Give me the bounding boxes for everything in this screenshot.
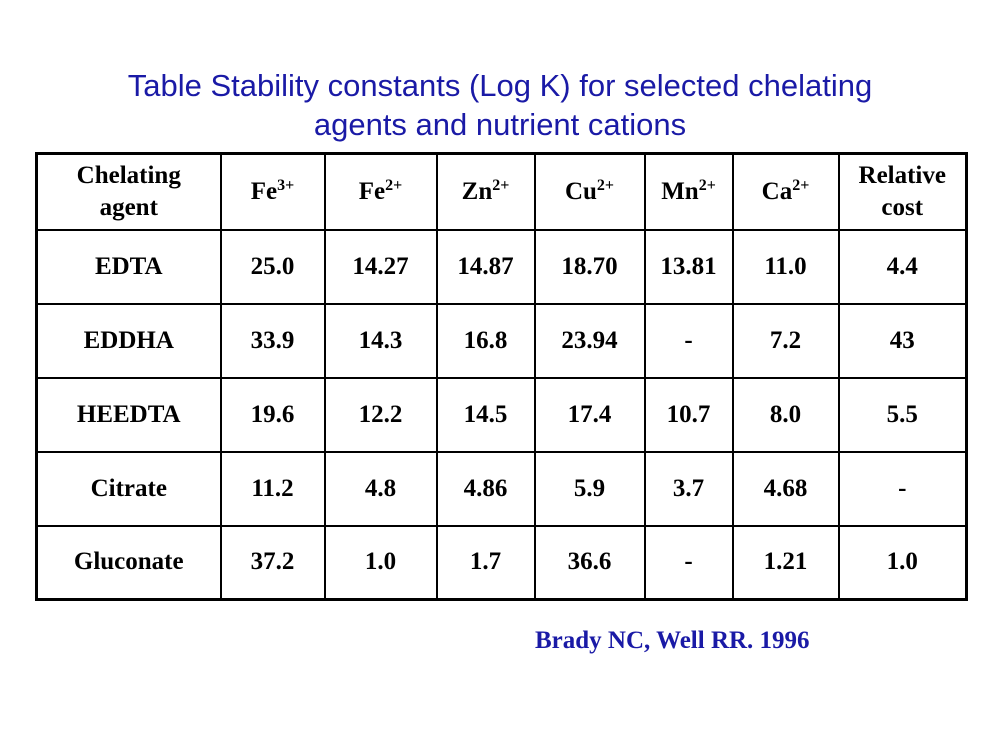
cell-value: 33.9 bbox=[219, 302, 326, 379]
cell-value: 23.94 bbox=[533, 302, 646, 379]
cell-value: 14.87 bbox=[435, 228, 536, 305]
agent-name: HEEDTA bbox=[35, 376, 222, 453]
cell-value: 14.27 bbox=[323, 228, 438, 305]
cell-value: 36.6 bbox=[533, 524, 646, 601]
cation-symbol: Zn bbox=[461, 177, 493, 205]
header-agent-line-2: agent bbox=[99, 193, 158, 221]
header-relative-cost: Relative cost bbox=[837, 152, 968, 231]
cation-symbol: Ca bbox=[761, 177, 793, 205]
cell-value: 18.70 bbox=[533, 228, 646, 305]
table-row: Citrate 11.2 4.8 4.86 5.9 3.7 4.68 - bbox=[35, 450, 968, 527]
title-line-1: Table Stability constants (Log K) for se… bbox=[127, 68, 873, 103]
header-cost-line-2: cost bbox=[881, 193, 924, 221]
cell-value: 4.86 bbox=[435, 450, 536, 527]
cation-charge: 2+ bbox=[792, 176, 810, 194]
cell-value: - bbox=[643, 302, 734, 379]
cell-value: 4.8 bbox=[323, 450, 438, 527]
cell-value: 16.8 bbox=[435, 302, 536, 379]
cell-value: 14.3 bbox=[323, 302, 438, 379]
cell-value: 1.7 bbox=[435, 524, 536, 601]
cell-value: - bbox=[837, 450, 968, 527]
cell-value: 7.2 bbox=[731, 302, 840, 379]
cell-value: 4.4 bbox=[837, 228, 968, 305]
cell-value: 10.7 bbox=[643, 376, 734, 453]
cation-symbol: Mn bbox=[661, 177, 699, 205]
header-chelating-agent: Chelating agent bbox=[35, 152, 222, 231]
cation-charge: 2+ bbox=[385, 176, 403, 194]
cation-charge: 2+ bbox=[596, 176, 615, 194]
header-mn2: Mn2+ bbox=[643, 152, 734, 231]
cell-value: 13.81 bbox=[643, 228, 734, 305]
cell-value: 11.0 bbox=[731, 228, 840, 305]
cell-value: 1.0 bbox=[837, 524, 968, 601]
cell-value: 1.21 bbox=[731, 524, 840, 601]
cation-charge: 2+ bbox=[698, 176, 716, 194]
cell-value: 1.0 bbox=[323, 524, 438, 601]
header-fe2: Fe2+ bbox=[323, 152, 438, 231]
header-ca2: Ca2+ bbox=[731, 152, 840, 231]
slide-title: Table Stability constants (Log K) for se… bbox=[0, 66, 1000, 144]
table-row: EDDHA 33.9 14.3 16.8 23.94 - 7.2 43 bbox=[35, 302, 968, 379]
cell-value: 14.5 bbox=[435, 376, 536, 453]
cell-value: 8.0 bbox=[731, 376, 840, 453]
table-row: EDTA 25.0 14.27 14.87 18.70 13.81 11.0 4… bbox=[35, 228, 968, 305]
cell-value: 43 bbox=[837, 302, 968, 379]
cell-value: 37.2 bbox=[219, 524, 326, 601]
agent-name: Citrate bbox=[35, 450, 222, 527]
cation-charge: 2+ bbox=[492, 176, 510, 194]
cation-symbol: Fe bbox=[358, 177, 386, 205]
header-fe3: Fe3+ bbox=[219, 152, 326, 231]
cation-charge: 3+ bbox=[277, 176, 295, 194]
table-row: Gluconate 37.2 1.0 1.7 36.6 - 1.21 1.0 bbox=[35, 524, 968, 601]
header-agent-line-1: Chelating bbox=[76, 161, 181, 189]
source-citation: Brady NC, Well RR. 1996 bbox=[535, 627, 810, 654]
cell-value: 19.6 bbox=[219, 376, 326, 453]
cell-value: 4.68 bbox=[731, 450, 840, 527]
cell-value: 5.5 bbox=[837, 376, 968, 453]
cell-value: 11.2 bbox=[219, 450, 326, 527]
cell-value: 17.4 bbox=[533, 376, 646, 453]
agent-name: EDTA bbox=[35, 228, 222, 305]
title-line-2: agents and nutrient cations bbox=[313, 107, 687, 142]
cell-value: 3.7 bbox=[643, 450, 734, 527]
header-cu2: Cu2+ bbox=[533, 152, 646, 231]
stability-constants-table: Chelating agent Fe3+ Fe2+ Zn2+ Cu2+ Mn2+… bbox=[35, 152, 968, 601]
header-zn2: Zn2+ bbox=[435, 152, 536, 231]
table-header-row: Chelating agent Fe3+ Fe2+ Zn2+ Cu2+ Mn2+… bbox=[35, 152, 968, 231]
cell-value: 5.9 bbox=[533, 450, 646, 527]
agent-name: EDDHA bbox=[35, 302, 222, 379]
cation-symbol: Fe bbox=[250, 177, 278, 205]
cell-value: 12.2 bbox=[323, 376, 438, 453]
cell-value: 25.0 bbox=[219, 228, 326, 305]
table-row: HEEDTA 19.6 12.2 14.5 17.4 10.7 8.0 5.5 bbox=[35, 376, 968, 453]
cation-symbol: Cu bbox=[564, 177, 597, 205]
header-cost-line-1: Relative bbox=[858, 161, 946, 189]
cell-value: - bbox=[643, 524, 734, 601]
agent-name: Gluconate bbox=[35, 524, 222, 601]
